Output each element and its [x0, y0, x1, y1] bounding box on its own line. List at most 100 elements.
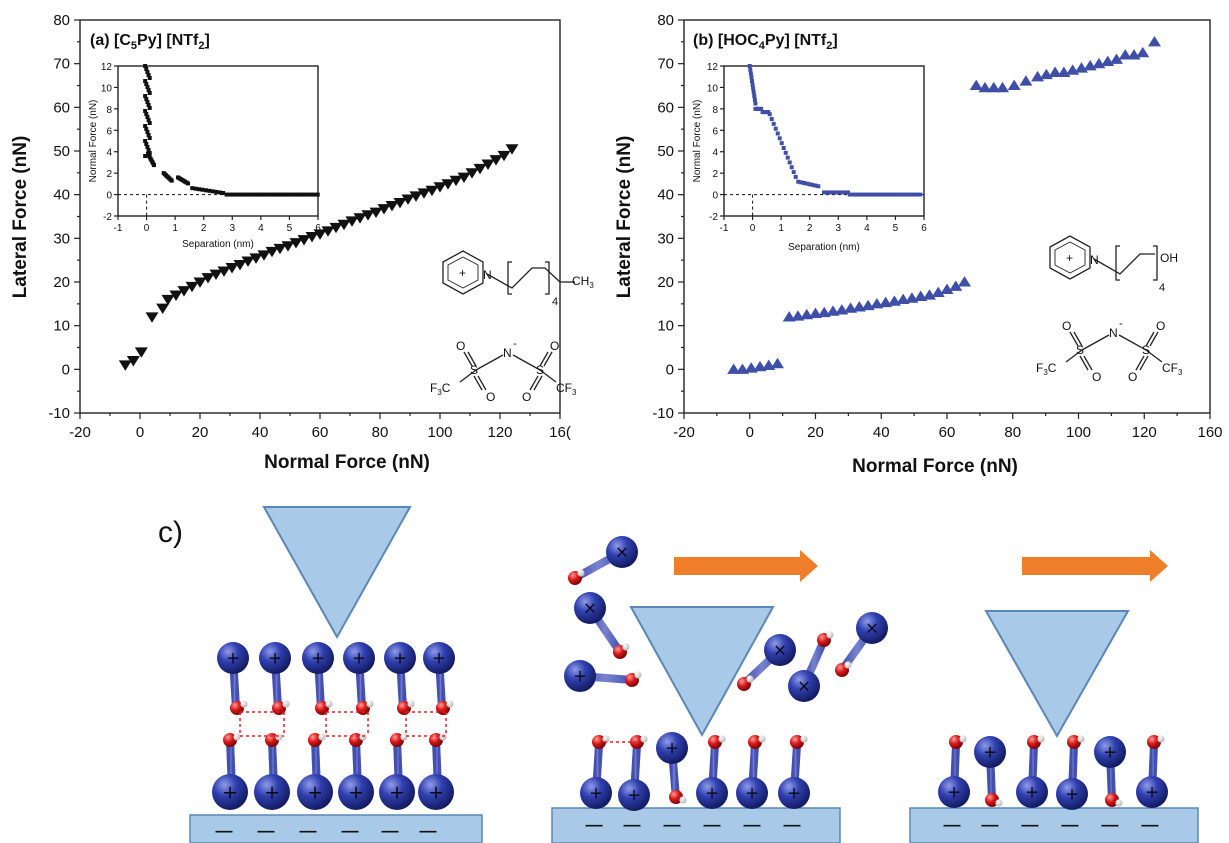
ai-ytick-label: 0	[106, 191, 112, 202]
bi-data-point	[866, 192, 871, 197]
bi-data-point	[873, 192, 878, 197]
ai-ytick-label: 10	[101, 83, 113, 94]
ai-ytick-label: 4	[106, 148, 112, 159]
ai-data-point	[147, 106, 152, 110]
bi-xtick-label: 6	[921, 223, 927, 234]
a-data-point	[329, 222, 343, 234]
ai-data-point	[200, 187, 205, 192]
a-xtick-label: 80	[372, 424, 389, 441]
ai-data-point	[146, 133, 151, 137]
bi-data-point	[832, 190, 837, 195]
panel-b-inset-data-series	[747, 64, 923, 197]
a-ytick-label: 20	[53, 274, 70, 291]
chem-a-cf3: CF3	[556, 381, 577, 397]
bi-data-point	[748, 67, 753, 72]
cation-charge: +	[745, 783, 759, 803]
bi-data-point	[787, 160, 792, 165]
b-data-point	[958, 276, 972, 287]
substrate-3	[909, 807, 1199, 843]
hydrogen-atom	[282, 700, 290, 708]
chem-b-o1: O	[1062, 319, 1071, 333]
bi-data-point	[839, 190, 844, 195]
b-data-point	[1136, 46, 1150, 58]
hydrogen-atom	[233, 733, 241, 741]
surface-charge: —	[420, 821, 437, 840]
a-ytick-label: 30	[53, 230, 70, 247]
a-data-point	[361, 210, 375, 221]
hydrogen-atom	[826, 631, 834, 639]
bi-data-point	[753, 101, 758, 106]
ai-xtick-label: 4	[258, 223, 264, 234]
ai-data-point	[303, 192, 308, 197]
bi-data-point	[903, 192, 908, 197]
b-data-point	[969, 79, 983, 91]
hydrogen-atom	[959, 735, 967, 743]
cation-ball	[580, 777, 612, 809]
chem-a-f3c: F3C	[430, 381, 451, 397]
cation-ball	[254, 774, 290, 810]
b-data-point	[931, 286, 945, 298]
a-ytick-label: 60	[53, 99, 70, 116]
cation-ball	[343, 642, 375, 674]
cation-charge: +	[222, 781, 238, 803]
ai-data-point	[143, 124, 148, 128]
hydrogen-atom	[622, 643, 630, 651]
ai-data-point	[287, 192, 292, 197]
ai-xtick-label: 0	[144, 223, 150, 234]
hydrogen-atom	[602, 735, 610, 743]
bi-data-point	[847, 192, 852, 197]
cation-charge: ×	[865, 618, 879, 638]
ai-data-point	[309, 192, 314, 197]
panel-b-anion-structure	[1065, 331, 1163, 371]
panel-b-x-axis-label: Normal Force (nN)	[852, 456, 1018, 477]
ai-ytick-label: 6	[106, 126, 112, 137]
ai-data-point	[144, 97, 149, 101]
bi-data-point	[781, 145, 786, 150]
cation-ball	[1094, 736, 1126, 768]
panel-a-inset-frame	[117, 65, 319, 217]
hydrogen-atom	[446, 700, 454, 708]
a-data-point	[313, 229, 327, 240]
bi-data-point	[791, 170, 796, 175]
a-ytick-label: 80	[53, 12, 70, 29]
bi-data-point	[807, 182, 812, 187]
bi-ytick-label: 12	[707, 62, 719, 73]
a-xtick-label: 20	[192, 424, 209, 441]
cation-ball	[338, 774, 374, 810]
bi-data-point	[804, 181, 809, 186]
a-ytick-label: 0	[62, 361, 70, 378]
chem-b-s2: S	[1142, 343, 1150, 357]
chem-a-rep: 4	[552, 296, 558, 308]
cation-ball	[212, 774, 248, 810]
cation-charge: +	[311, 648, 325, 668]
panel-c-illustration: — — — — — — + + + + + + + + + + + + — — — — — — + + + + + + × × + × × × — — — —…	[189, 506, 1199, 843]
cation-charge: +	[1103, 742, 1117, 762]
bi-ytick-label: 2	[712, 169, 718, 180]
bi-data-point	[822, 190, 826, 195]
bi-data-point	[855, 192, 860, 197]
ai-data-point	[262, 192, 267, 197]
panel-b-data-series	[727, 35, 1161, 374]
surface-charge: —	[784, 815, 801, 834]
cation-ball	[259, 642, 291, 674]
chem-a-o3: O	[550, 339, 559, 353]
cation-ball	[656, 732, 688, 764]
ai-data-point	[145, 100, 150, 104]
hydrogen-atom	[634, 671, 642, 679]
ai-data-point	[143, 64, 148, 68]
a-ytick-label: 70	[53, 56, 70, 73]
hydrogen-atom	[400, 733, 408, 741]
ai-data-point	[144, 142, 149, 146]
a-data-point	[353, 213, 367, 224]
b-ytick-label: 80	[657, 12, 674, 29]
bi-data-point	[862, 192, 867, 197]
chem-b-cf3: CF3	[1162, 361, 1183, 377]
a-ytick-label: -10	[48, 405, 70, 422]
cation-ball	[418, 774, 454, 810]
cation-ball	[423, 642, 455, 674]
hydrogen-atom	[1157, 735, 1165, 743]
surface-charge: —	[342, 821, 359, 840]
hydrogen-atom	[325, 700, 333, 708]
panel-b-y-axis-label: Lateral Force (nN)	[614, 136, 635, 299]
